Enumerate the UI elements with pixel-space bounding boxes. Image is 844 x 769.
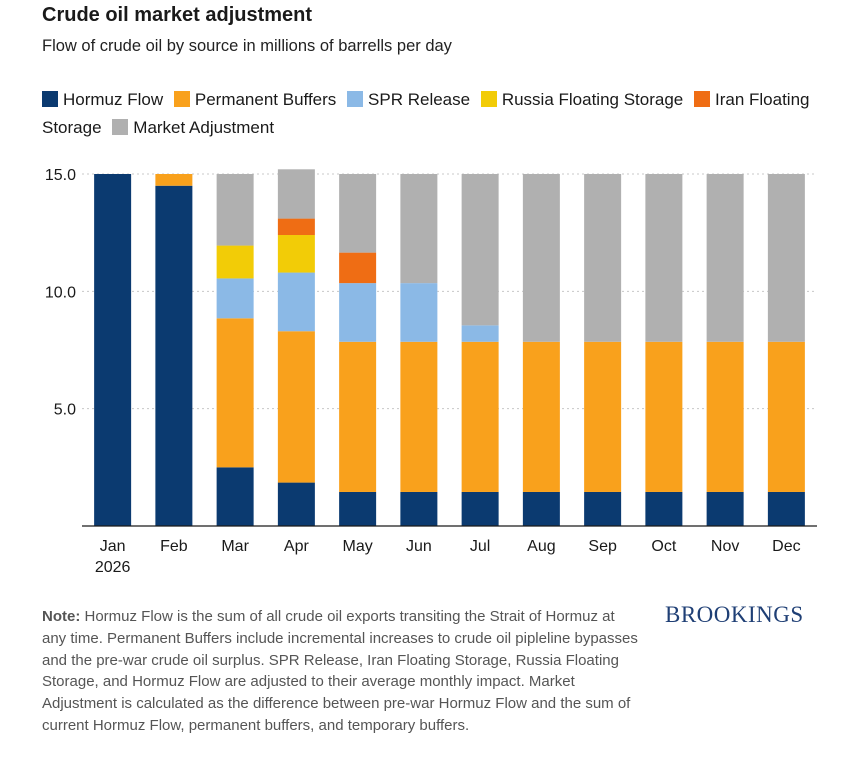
bar-segment <box>400 174 438 284</box>
bar-segment <box>522 491 560 526</box>
bar-segment <box>216 245 254 279</box>
bar-segment <box>277 218 315 236</box>
bar-segment <box>216 318 254 468</box>
x-tick-label: Feb <box>160 538 188 555</box>
bar-segment <box>339 283 377 342</box>
bar-segment <box>400 283 438 342</box>
bar-segment <box>277 235 315 273</box>
x-tick-label: Dec <box>772 538 800 555</box>
legend-swatch <box>347 91 364 107</box>
bar-segment <box>339 341 377 492</box>
bar-segment <box>706 491 744 526</box>
legend-label: Hormuz Flow <box>63 90 164 109</box>
x-tick-label: Aug <box>527 538 555 555</box>
bar-segment <box>461 341 499 492</box>
x-tick-label: Jan 2026 <box>95 538 131 576</box>
legend-swatch <box>480 91 497 107</box>
bar-segment <box>461 491 499 526</box>
bar-segment <box>277 272 315 332</box>
bar-segment <box>277 331 315 483</box>
legend-label: SPR Release <box>368 90 471 109</box>
bar-segment <box>400 491 438 526</box>
y-tick-label: 15.0 <box>45 167 76 184</box>
bar-segment <box>155 185 193 526</box>
bar-segment <box>522 174 560 342</box>
bar-segment <box>277 169 315 219</box>
bar-segment <box>339 491 377 526</box>
legend-swatch <box>42 91 58 107</box>
legend-item: Permanent Buffers <box>173 90 337 109</box>
bar-segment <box>216 467 254 526</box>
bar-segment <box>645 341 683 492</box>
legend-label: Iran Floating Storage <box>42 90 810 137</box>
x-tick-label: Jun <box>406 538 432 555</box>
bar-segment <box>706 174 744 342</box>
x-tick-label: Jul <box>470 538 490 555</box>
x-tick-label: Nov <box>711 538 739 555</box>
chart-title: Crude oil market adjustment <box>42 4 313 26</box>
x-tick-label: Sep <box>588 538 617 555</box>
bar-segment <box>339 174 377 253</box>
legend-swatch <box>694 91 710 107</box>
y-tick-label: 10.0 <box>45 284 76 301</box>
x-tick-label: Apr <box>284 538 310 555</box>
bar-segment <box>706 341 744 492</box>
x-tick-label: Mar <box>221 538 249 555</box>
legend-item: SPR Release <box>347 90 470 109</box>
chart-subtitle: Flow of crude oil by source in millions … <box>42 37 452 55</box>
bar-segment <box>400 341 438 492</box>
bar-segment <box>584 341 622 492</box>
bar-segment <box>216 278 254 319</box>
chart-legend: Hormuz Flow Permanent Buffers SPR Releas… <box>42 86 822 142</box>
x-tick-label: Oct <box>651 538 676 555</box>
bar-segment <box>461 174 499 326</box>
y-tick-label: 5.0 <box>54 402 76 419</box>
note-label: Note: <box>42 608 81 625</box>
bar-segment <box>767 491 805 526</box>
brookings-logo: BROOKINGS <box>665 602 804 627</box>
stacked-bar-chart: 5.0 10.0 15.0 Jan 2026 Feb Mar Apr May Jun Jul Aug S… <box>45 167 817 576</box>
legend-item: Market Adjustment <box>112 118 274 137</box>
bar-segment <box>277 482 315 526</box>
bar-segment <box>584 491 622 526</box>
legend-item: Russia Floating Storage <box>480 90 684 109</box>
bar-segment <box>216 174 254 246</box>
x-tick-label: May <box>343 538 373 555</box>
bar-segment <box>645 491 683 526</box>
legend-item: Hormuz Flow <box>42 90 163 109</box>
legend-label: Russia Floating Storage <box>501 90 684 109</box>
bar-segment <box>522 341 560 492</box>
bar-segment <box>584 174 622 342</box>
legend-swatch <box>112 119 129 135</box>
note-text: Hormuz Flow is the sum of all crude oil … <box>42 608 638 734</box>
legend-swatch <box>173 91 190 107</box>
legend-item: Iran Floating Storage <box>42 90 810 137</box>
bar-segment <box>645 174 683 342</box>
bar-segment <box>339 252 377 284</box>
bar-segment <box>155 174 193 186</box>
chart-note: Note: Hormuz Flow is the sum of all crud… <box>42 606 642 737</box>
legend-label: Market Adjustment <box>133 118 275 137</box>
bar-segment <box>94 174 132 526</box>
legend-label: Permanent Buffers <box>194 90 337 109</box>
bar-segment <box>767 341 805 492</box>
bar-segment <box>461 325 499 342</box>
bar-segment <box>767 174 805 342</box>
